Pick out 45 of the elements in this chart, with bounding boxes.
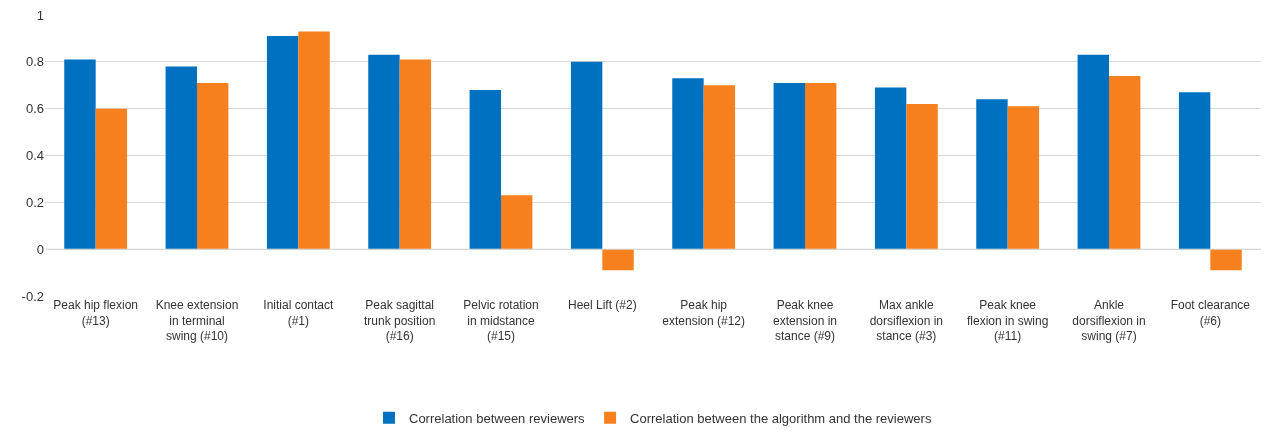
bar bbox=[1077, 54, 1109, 250]
bar bbox=[773, 82, 805, 250]
y-tick-label: 1 bbox=[36, 7, 44, 23]
x-tick-label: Knee extension in terminal swing (#10) bbox=[155, 298, 239, 344]
x-tick-label: Ankle dorsiflexion in swing (#7) bbox=[1072, 298, 1146, 344]
x-tick-label: Peak knee flexion in swing (#11) bbox=[966, 298, 1049, 344]
x-tick-label: Max ankle dorsiflexion in stance (#3) bbox=[869, 298, 944, 344]
x-tick-label: Peak sagittal trunk position (#16) bbox=[363, 298, 436, 344]
x-tick-label: Peak hip extension (#12) bbox=[662, 298, 746, 328]
bar bbox=[976, 99, 1008, 250]
bar bbox=[368, 54, 400, 250]
x-tick-label: Peak hip flexion (#13) bbox=[53, 298, 139, 328]
bar bbox=[95, 108, 128, 250]
bar bbox=[298, 31, 330, 250]
x-tick-label: Pelvic rotation in midstance (#15) bbox=[463, 298, 539, 344]
bar bbox=[1007, 106, 1040, 250]
y-tick-label: 0.4 bbox=[25, 148, 44, 164]
bar bbox=[805, 82, 837, 250]
bar bbox=[874, 87, 907, 250]
y-tick-label: 0.8 bbox=[25, 54, 44, 70]
x-tick-label: Heel Lift (#2) bbox=[567, 298, 637, 312]
y-tick-label: 0.6 bbox=[25, 101, 44, 117]
bar bbox=[1109, 75, 1141, 250]
x-tick-label: Initial contact (#1) bbox=[263, 298, 335, 328]
bar bbox=[197, 82, 229, 250]
bar bbox=[399, 59, 432, 250]
bar bbox=[64, 59, 96, 250]
legend-label: Correlation between the algorithm and the reviewers bbox=[630, 410, 932, 426]
x-tick-label: Peak knee extension in stance (#9) bbox=[772, 298, 838, 344]
y-tick-label: 0 bbox=[36, 241, 44, 257]
bar bbox=[1210, 249, 1242, 271]
bar bbox=[906, 103, 938, 250]
bar bbox=[501, 195, 533, 250]
bar bbox=[165, 66, 197, 250]
y-tick-label: -0.2 bbox=[21, 288, 44, 304]
bar bbox=[469, 89, 501, 250]
bar bbox=[602, 249, 634, 271]
bar bbox=[1178, 92, 1211, 250]
bar bbox=[703, 85, 736, 250]
x-tick-label: Foot clearance (#6) bbox=[1170, 298, 1251, 328]
legend-label: Correlation between reviewers bbox=[409, 410, 586, 426]
bar bbox=[570, 61, 603, 250]
y-tick-label: 0.2 bbox=[25, 194, 44, 210]
bar bbox=[266, 36, 299, 250]
bar bbox=[672, 78, 704, 250]
